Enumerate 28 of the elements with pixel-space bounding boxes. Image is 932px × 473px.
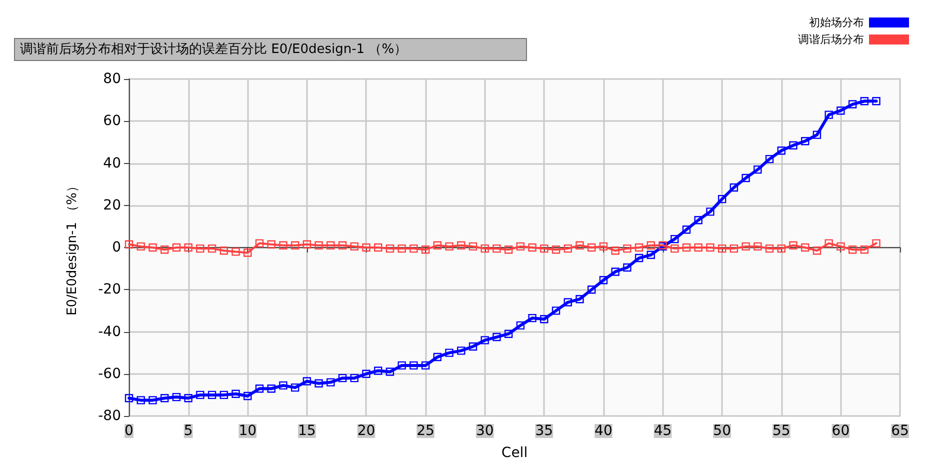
x-tick-label: 60 — [832, 423, 850, 439]
x-tick-label: 55 — [772, 423, 790, 439]
y-axis-title: E0/E0design-1 （%） — [65, 180, 80, 316]
x-tick-label: 0 — [124, 423, 134, 439]
x-tick-label: 40 — [594, 423, 612, 439]
y-tick-label: -20 — [98, 282, 121, 298]
y-tick-label: -80 — [98, 408, 121, 424]
legend-label: 调谐后场分布 — [798, 33, 864, 46]
x-tick-label: 65 — [891, 423, 909, 439]
x-tick-label: 15 — [298, 423, 316, 439]
legend-label: 初始场分布 — [809, 16, 864, 29]
x-tick-label: 20 — [357, 423, 376, 439]
chart-title: 调谐前后场分布相对于设计场的误差百分比 E0/E0design-1 （%） — [20, 42, 408, 57]
y-tick-label: 40 — [103, 155, 121, 172]
x-tick-label: 10 — [238, 423, 257, 439]
y-tick-label: 60 — [103, 113, 121, 130]
y-tick-label: 0 — [112, 240, 121, 256]
x-tick-label: 50 — [713, 423, 731, 439]
x-tick-label: 35 — [535, 423, 554, 439]
y-tick-label: 20 — [103, 197, 121, 214]
x-tick-label: 25 — [416, 423, 434, 439]
x-tick-label: 30 — [476, 423, 494, 439]
x-tick-label: 5 — [184, 423, 193, 439]
y-tick-label: -40 — [98, 324, 121, 340]
x-tick-label: 45 — [654, 423, 672, 439]
x-axis-title: Cell — [501, 445, 528, 461]
y-tick-label: -60 — [98, 366, 121, 382]
y-tick-label: 80 — [103, 71, 121, 87]
